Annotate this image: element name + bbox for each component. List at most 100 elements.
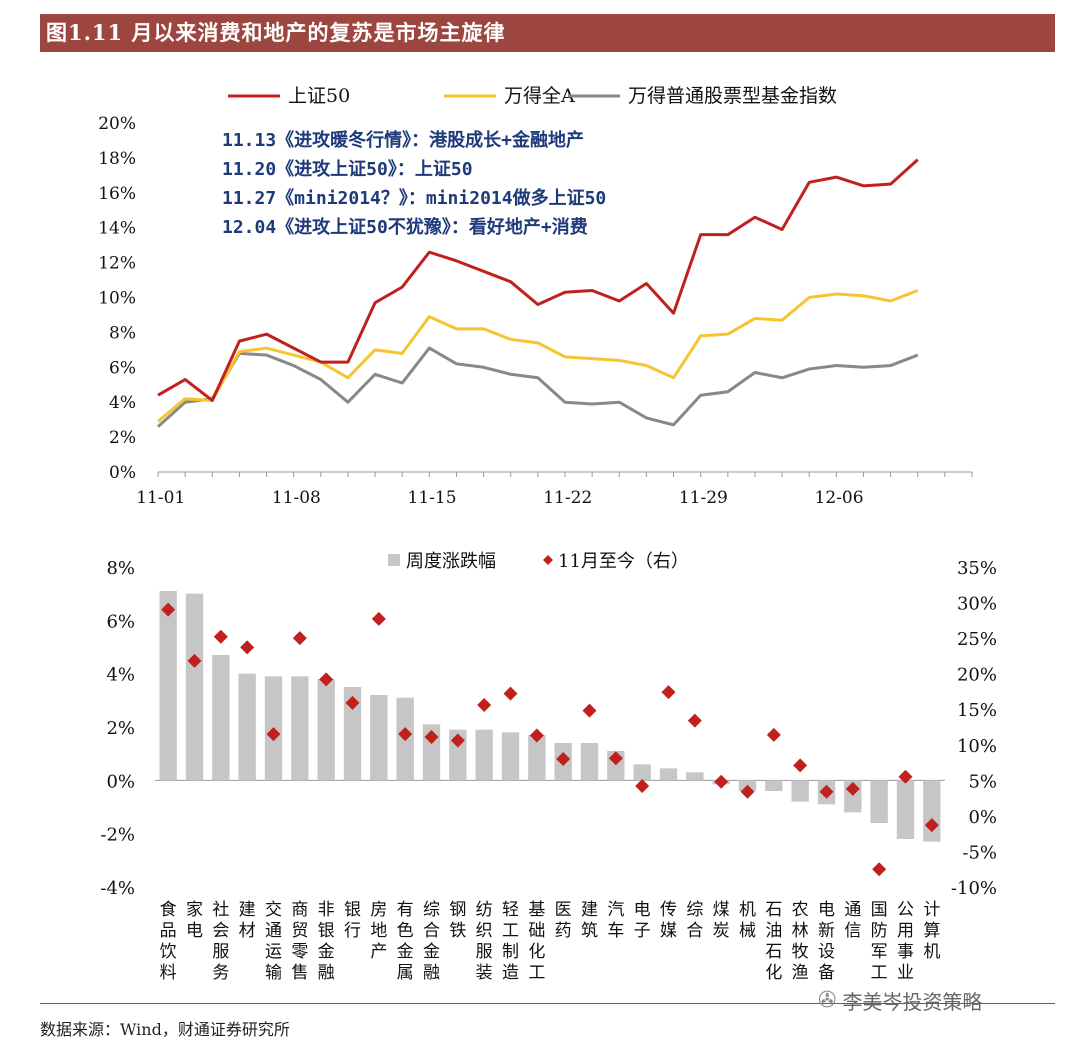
- category-labels: 食品饮料家电社会服务建材交通运输商贸零售非银金融银行房地产有色金属综合金融钢铁纺…: [160, 900, 941, 983]
- category-label: 有色金属: [397, 900, 414, 983]
- dot-marker: [292, 631, 307, 646]
- category-label: 非银金融: [318, 900, 335, 983]
- dot-marker: [187, 653, 202, 668]
- category-label: 银行: [344, 900, 361, 941]
- legend-label: 上证50: [288, 85, 350, 107]
- annotation-text: 11.27《mini2014？》：mini2014做多上证50: [222, 187, 606, 209]
- bar: [185, 593, 204, 781]
- y-tick-label: 8%: [109, 323, 136, 343]
- y-tick-label: 20%: [98, 114, 136, 134]
- y2-tick-label: 5%: [968, 771, 997, 792]
- category-label: 电新设备: [818, 900, 835, 983]
- y-tick-label: -2%: [100, 825, 135, 846]
- source-note: 数据来源：Wind，财通证券研究所: [40, 1020, 290, 1039]
- dot-marker: [556, 752, 571, 766]
- y2-tick-label: -5%: [962, 842, 997, 863]
- dot-marker: [608, 751, 623, 766]
- watermark: ✇ 李美岑投资策略: [818, 986, 982, 1015]
- dot-marker: [450, 733, 465, 748]
- x-tick-label: 11-22: [543, 488, 592, 508]
- dot-marker: [845, 781, 860, 796]
- line-annotations: 11.13《进攻暖冬行情》：港股成长+金融地产 11.20《进攻上证50》：上证5…: [222, 129, 606, 238]
- bar: [501, 732, 520, 781]
- dot-series-group: [161, 602, 939, 877]
- bar: [159, 591, 177, 781]
- annotation-text: 11.13《进攻暖冬行情》：港股成长+金融地产: [222, 129, 584, 151]
- line-series-group: [156, 158, 919, 428]
- category-label: 商贸零售: [291, 900, 308, 983]
- bar: [343, 687, 362, 781]
- category-label: 煤炭: [713, 900, 730, 941]
- series-line: [156, 346, 919, 428]
- y-tick-label: 8%: [106, 558, 135, 579]
- x-tick-label: 11-08: [272, 488, 321, 508]
- watermark-text: 李美岑投资策略: [842, 990, 983, 1014]
- figure-title: 图1.11 月以来消费和地产的复苏是市场主旋律: [40, 14, 1055, 52]
- dot-marker: [213, 629, 228, 644]
- dot-marker: [503, 686, 518, 701]
- legend-label: 万得普通股票型基金指数: [628, 85, 837, 107]
- dot-marker: [898, 769, 913, 784]
- x-tick-label: 11-15: [408, 488, 457, 508]
- dot-marker: [687, 713, 702, 728]
- category-label: 建筑: [581, 900, 598, 941]
- y2-tick-label: 25%: [957, 629, 997, 650]
- line-legend: 上证50 万得全A 万得普通股票型基金指数: [228, 85, 837, 107]
- bar-series-group: [159, 591, 941, 842]
- category-label: 石油石化: [765, 900, 782, 983]
- y-tick-label: -4%: [100, 878, 135, 899]
- bar: [923, 780, 941, 842]
- bar: [870, 780, 888, 823]
- dot-marker: [872, 862, 887, 877]
- category-label: 综合金融: [423, 900, 440, 983]
- x-tick-label: 11-01: [136, 488, 185, 508]
- dot-marker: [424, 729, 439, 744]
- category-label: 传媒: [660, 900, 677, 941]
- category-label: 公用事业: [897, 900, 914, 983]
- category-label: 计算机: [923, 900, 940, 962]
- y2-tick-label: 10%: [957, 736, 997, 757]
- y-tick-label: 6%: [106, 611, 135, 632]
- dot-marker: [371, 611, 386, 626]
- y-tick-label: 6%: [109, 358, 136, 378]
- category-label: 纺织服装: [476, 900, 493, 983]
- category-label: 国防军工: [871, 900, 888, 983]
- category-label: 食品饮料: [160, 900, 177, 983]
- bar: [686, 772, 704, 781]
- dot-marker: [924, 818, 939, 833]
- y2-tick-label: 15%: [957, 700, 997, 721]
- bar: [580, 743, 599, 781]
- dot-marker: [345, 695, 360, 710]
- y-tick-label: 0%: [109, 463, 136, 483]
- category-label: 房地产: [370, 900, 387, 962]
- bar: [370, 695, 388, 781]
- annotation-text: 12.04《进攻上证50不犹豫》：看好地产+消费: [222, 216, 588, 238]
- category-label: 机械: [739, 900, 756, 941]
- bar: [291, 676, 309, 781]
- x-tick-label: 11-29: [679, 488, 728, 508]
- category-label: 建材: [239, 900, 256, 941]
- dot-marker: [240, 640, 255, 655]
- dot-marker: [766, 727, 781, 742]
- line-chart: 上证50 万得全A 万得普通股票型基金指数 0% 2% 4% 6% 8% 10% 12% 14% 1…: [98, 85, 973, 508]
- bar: [896, 780, 915, 839]
- y-tick-label: 4%: [109, 393, 136, 413]
- category-label: 基础化工: [528, 900, 545, 983]
- bar: [791, 780, 809, 802]
- category-label: 钢铁: [449, 900, 466, 941]
- legend-swatch-dot: [543, 555, 553, 565]
- dot-marker: [161, 602, 176, 617]
- annotation-text: 11.20《进攻上证50》：上证50: [222, 158, 473, 180]
- y-tick-label: 2%: [106, 718, 135, 739]
- category-label: 综合: [686, 900, 703, 941]
- dot-marker: [529, 728, 544, 743]
- y-tick-label: 12%: [98, 254, 136, 274]
- series-line: [157, 158, 919, 402]
- bar: [238, 673, 256, 781]
- dot-marker: [714, 774, 729, 789]
- bar: [317, 679, 335, 781]
- series-line: [157, 289, 919, 423]
- y-tick-label: 0%: [106, 771, 135, 792]
- y2-tick-label: 20%: [957, 665, 997, 686]
- dot-marker: [740, 784, 755, 799]
